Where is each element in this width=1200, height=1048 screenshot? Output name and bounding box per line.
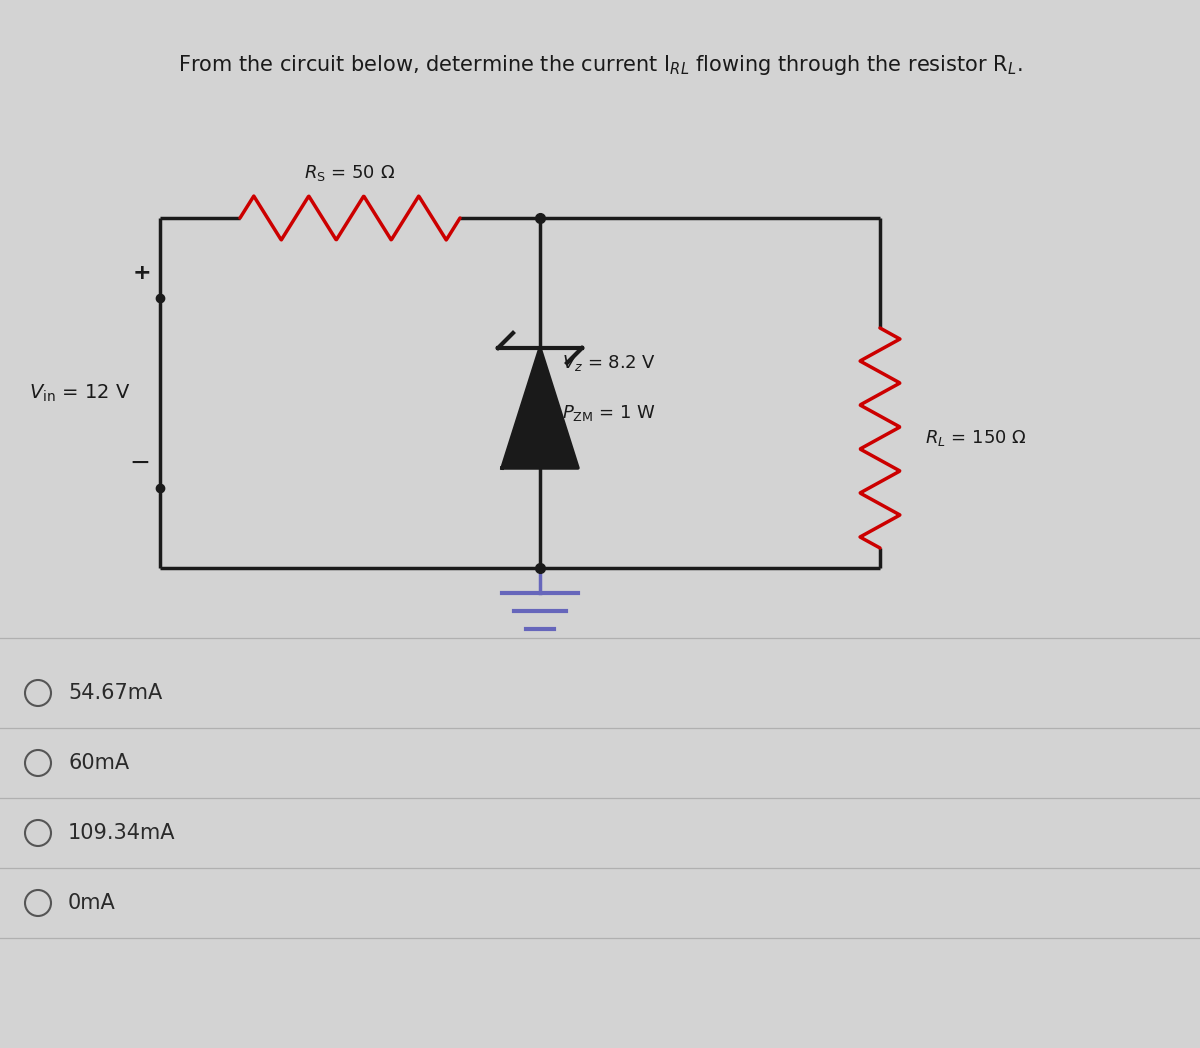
Text: 54.67mA: 54.67mA bbox=[68, 683, 162, 703]
Text: +: + bbox=[133, 263, 151, 283]
Text: $R_L$ = 150 Ω: $R_L$ = 150 Ω bbox=[925, 428, 1027, 447]
Text: 60mA: 60mA bbox=[68, 754, 130, 773]
Text: −: − bbox=[130, 451, 150, 475]
Text: 109.34mA: 109.34mA bbox=[68, 823, 175, 843]
Text: From the circuit below, determine the current I$_{RL}$ flowing through the resis: From the circuit below, determine the cu… bbox=[178, 53, 1022, 77]
Text: $P_{\mathrm{ZM}}$ = 1 W: $P_{\mathrm{ZM}}$ = 1 W bbox=[562, 403, 655, 423]
Polygon shape bbox=[502, 348, 578, 468]
Text: $R_{\mathrm{S}}$ = 50 Ω: $R_{\mathrm{S}}$ = 50 Ω bbox=[305, 163, 396, 183]
Text: $V_{\mathrm{in}}$ = 12 V: $V_{\mathrm{in}}$ = 12 V bbox=[29, 383, 131, 403]
Text: 0mA: 0mA bbox=[68, 893, 115, 913]
Text: $V_z$ = 8.2 V: $V_z$ = 8.2 V bbox=[562, 353, 655, 373]
